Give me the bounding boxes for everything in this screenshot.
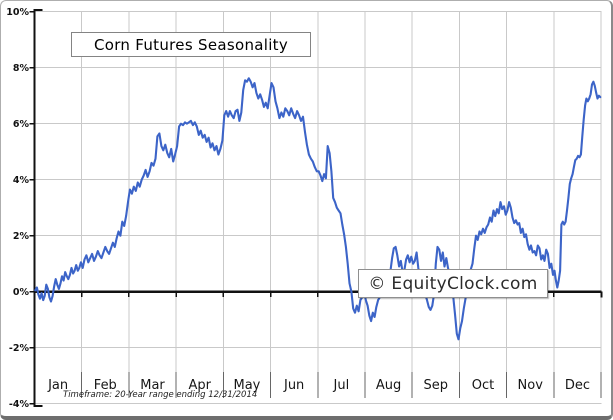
chart-title-box: Corn Futures Seasonality (71, 32, 311, 57)
month-label: Dec (565, 378, 590, 393)
month-label: Apr (188, 378, 211, 393)
month-label: Feb (94, 378, 117, 393)
month-label: Aug (376, 378, 401, 393)
month-label: Jan (47, 378, 68, 393)
y-tick-label: -4% (9, 399, 30, 410)
month-label: May (233, 378, 260, 393)
chart-title: Corn Futures Seasonality (93, 35, 289, 54)
y-tick-label: 6% (13, 119, 30, 130)
month-label: Sep (424, 378, 449, 393)
timeframe-footnote: Timeframe: 20-Year range ending 12/31/20… (63, 390, 258, 400)
month-label: Mar (140, 378, 165, 393)
month-label: Oct (472, 378, 494, 393)
month-label: Jun (283, 378, 304, 393)
axis-labels: 10% 8% 6% 4% 2% 0% -2% -4% Jan Feb Mar Apr May Jun Jul… (6, 7, 590, 410)
y-tick-label: 2% (13, 231, 30, 242)
chart-canvas: 10% 8% 6% 4% 2% 0% -2% -4% Jan Feb Mar Apr May Jun Jul… (6, 7, 603, 410)
y-tick-label: -2% (9, 343, 30, 354)
watermark-box: © EquityClock.com (358, 269, 548, 298)
y-tick-label: 4% (13, 175, 30, 186)
y-tick-label: 0% (13, 287, 30, 298)
month-label: Nov (518, 378, 544, 393)
watermark-text: © EquityClock.com (368, 273, 538, 294)
y-tick-label: 8% (13, 63, 30, 74)
y-tick-label: 10% (6, 7, 29, 18)
month-label: Jul (333, 378, 350, 393)
seasonality-line (34, 77, 602, 341)
gridlines (34, 11, 602, 405)
